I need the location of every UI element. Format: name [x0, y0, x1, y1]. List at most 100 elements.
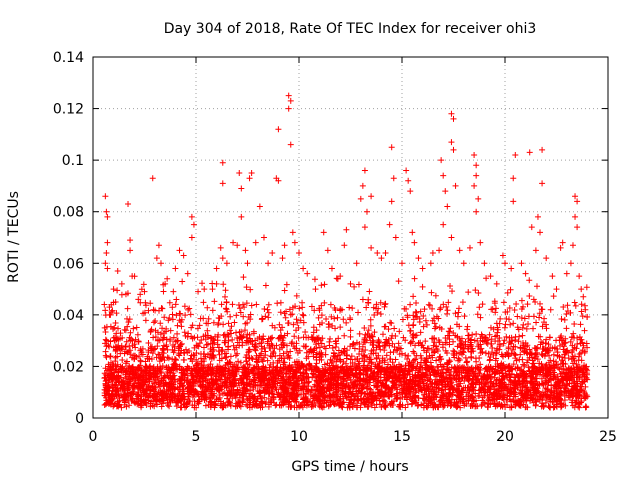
- data-point: [433, 357, 439, 363]
- data-point: [584, 284, 590, 290]
- data-point: [380, 331, 386, 337]
- data-point: [423, 318, 429, 324]
- data-point: [220, 255, 226, 261]
- data-point: [578, 286, 584, 292]
- data-point: [185, 271, 191, 277]
- data-point: [278, 327, 284, 333]
- data-point: [220, 160, 226, 166]
- data-point: [103, 329, 109, 335]
- data-point: [360, 297, 366, 303]
- data-point: [209, 286, 215, 292]
- data-point: [340, 316, 346, 322]
- data-point: [200, 299, 206, 305]
- data-point: [475, 196, 481, 202]
- data-point: [551, 352, 557, 358]
- data-point: [245, 260, 251, 266]
- data-point: [479, 332, 485, 338]
- data-point: [473, 209, 479, 215]
- data-point: [223, 305, 229, 311]
- data-point: [502, 260, 508, 266]
- data-point: [348, 281, 354, 287]
- data-point: [127, 237, 133, 243]
- data-point: [563, 311, 569, 317]
- data-point: [160, 288, 166, 294]
- data-point: [450, 339, 456, 345]
- data-point: [444, 204, 450, 210]
- data-point: [437, 306, 443, 312]
- data-point: [127, 247, 133, 253]
- data-point: [580, 294, 586, 300]
- data-point: [226, 320, 232, 326]
- data-point: [438, 157, 444, 163]
- data-point: [574, 224, 580, 230]
- data-point: [261, 235, 267, 241]
- data-point: [364, 209, 370, 215]
- data-point: [312, 286, 318, 292]
- data-point: [576, 273, 582, 279]
- data-point: [527, 149, 533, 155]
- data-point: [508, 265, 514, 271]
- data-point: [578, 321, 584, 327]
- data-point: [280, 255, 286, 261]
- data-point: [533, 319, 539, 325]
- data-point: [409, 229, 415, 235]
- data-point: [189, 214, 195, 220]
- data-point: [296, 250, 302, 256]
- data-point: [473, 173, 479, 179]
- data-point: [428, 290, 434, 296]
- data-point: [463, 355, 469, 361]
- data-point: [445, 307, 451, 313]
- data-point: [442, 188, 448, 194]
- data-point: [444, 311, 450, 317]
- data-point: [214, 265, 220, 271]
- data-point: [224, 260, 230, 266]
- data-point: [360, 183, 366, 189]
- data-point: [521, 363, 527, 369]
- data-point: [286, 106, 292, 112]
- data-point: [210, 307, 216, 313]
- data-point: [410, 293, 416, 299]
- data-point: [488, 341, 494, 347]
- data-point: [524, 326, 530, 332]
- data-point: [418, 329, 424, 335]
- data-point: [510, 175, 516, 181]
- data-point: [530, 326, 536, 332]
- data-point: [396, 278, 402, 284]
- data-point: [355, 309, 361, 315]
- data-point: [321, 300, 327, 306]
- data-point: [396, 340, 402, 346]
- data-point: [461, 313, 467, 319]
- data-point: [460, 299, 466, 305]
- data-point: [396, 328, 402, 334]
- data-point: [557, 334, 563, 340]
- data-point: [301, 313, 307, 319]
- data-point: [103, 354, 109, 360]
- data-point: [290, 229, 296, 235]
- data-point: [354, 260, 360, 266]
- data-point: [428, 260, 434, 266]
- data-point: [493, 305, 499, 311]
- data-point: [259, 316, 265, 322]
- data-point: [407, 188, 413, 194]
- data-point: [218, 245, 224, 251]
- data-point: [201, 286, 207, 292]
- data-point: [102, 307, 108, 313]
- data-point: [178, 323, 184, 329]
- data-point: [265, 260, 271, 266]
- data-point: [357, 331, 363, 337]
- data-point: [447, 283, 453, 289]
- data-point: [391, 326, 397, 332]
- data-point: [453, 183, 459, 189]
- data-point: [300, 312, 306, 318]
- data-point: [164, 276, 170, 282]
- data-point: [537, 334, 543, 340]
- data-point: [513, 301, 519, 307]
- data-point: [537, 229, 543, 235]
- data-point: [440, 173, 446, 179]
- data-point: [243, 358, 249, 364]
- data-point: [449, 288, 455, 294]
- data-point: [220, 281, 226, 287]
- data-point: [582, 303, 588, 309]
- data-point: [236, 170, 242, 176]
- data-point: [278, 300, 284, 306]
